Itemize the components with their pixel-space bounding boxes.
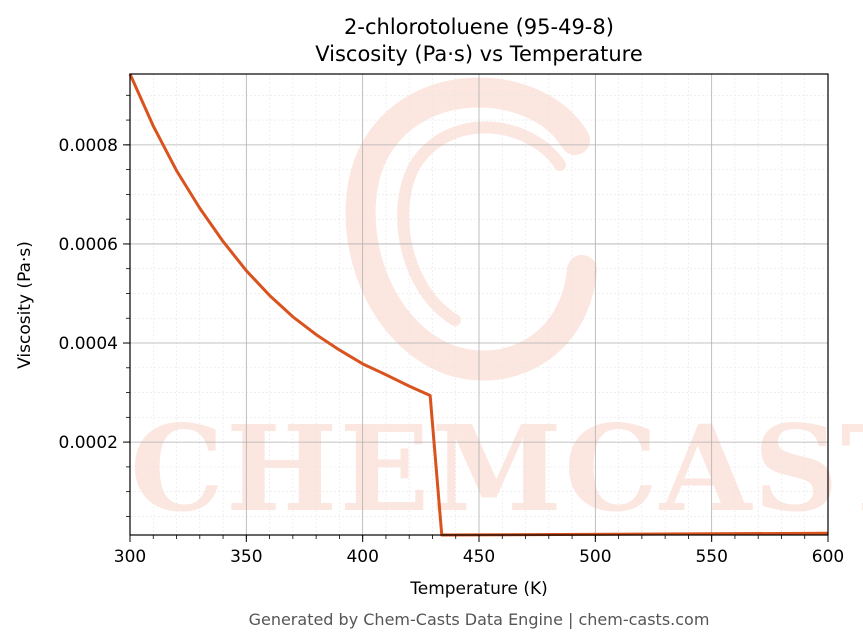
axis-ticks	[123, 94, 829, 542]
x-axis-tick-labels: 300 350 400 450 500 550 600	[114, 547, 844, 567]
x-tick-label: 600	[812, 547, 844, 567]
x-tick-label: 450	[463, 547, 495, 567]
y-tick-label: 0.0006	[59, 235, 118, 255]
y-tick-label: 0.0004	[59, 334, 118, 354]
watermark-logo-ring	[345, 77, 597, 381]
x-axis-label: Temperature (K)	[409, 579, 548, 599]
viscosity-series-line	[128, 73, 829, 537]
plot-area	[128, 73, 829, 537]
watermark-text: CHEMCASTS	[130, 399, 863, 538]
y-axis-label: Viscosity (Pa·s)	[15, 241, 35, 369]
chart-title: 2-chlorotoluene (95-49-8)	[344, 15, 614, 39]
x-tick-label: 550	[695, 547, 727, 567]
x-tick-label: 500	[579, 547, 611, 567]
x-tick-label: 350	[230, 547, 262, 567]
watermark: CHEMCASTS	[130, 77, 863, 538]
x-tick-label: 400	[346, 547, 378, 567]
chart-subtitle: Viscosity (Pa·s) vs Temperature	[315, 42, 643, 66]
footer-credit: Generated by Chem-Casts Data Engine | ch…	[249, 610, 710, 629]
y-tick-label: 0.0008	[59, 136, 118, 156]
y-axis-tick-labels: 0.0002 0.0004 0.0006 0.0008	[59, 136, 118, 453]
y-tick-label: 0.0002	[59, 433, 118, 453]
x-tick-label: 300	[114, 547, 146, 567]
